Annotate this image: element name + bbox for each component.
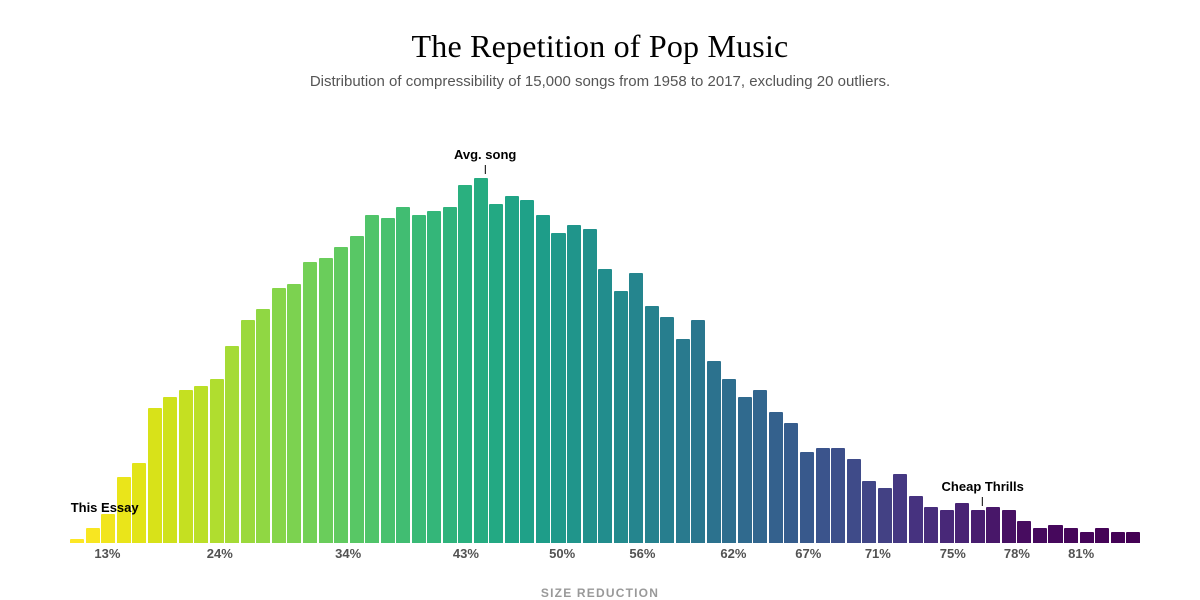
histogram-bar (241, 320, 255, 543)
histogram-bar (489, 204, 503, 543)
histogram-bar (567, 225, 581, 543)
histogram-bar (583, 229, 597, 543)
histogram-bar (691, 320, 705, 543)
histogram-bar (707, 361, 721, 544)
histogram-bar (893, 474, 907, 543)
x-tick: 75% (940, 546, 966, 561)
histogram-bar (412, 215, 426, 544)
x-tick: 78% (1004, 546, 1030, 561)
histogram-bar (1017, 521, 1031, 543)
histogram-bar (1048, 525, 1062, 543)
histogram-bar (148, 408, 162, 543)
annotation-tick (982, 497, 983, 506)
annotation-label: Cheap Thrills (942, 479, 1024, 494)
histogram-bar (474, 178, 488, 543)
x-axis-label: SIZE REDUCTION (0, 586, 1200, 600)
histogram-bar (629, 273, 643, 543)
x-tick: 24% (207, 546, 233, 561)
chart-area: This EssayAvg. songCheap Thrills (70, 178, 1140, 543)
histogram-bar (520, 200, 534, 543)
histogram-bar (396, 207, 410, 543)
annotation-cheap_thrills: Cheap Thrills (942, 479, 1024, 506)
histogram-bar (878, 488, 892, 543)
annotation-label: This Essay (71, 500, 139, 515)
histogram-bar (660, 317, 674, 543)
histogram-bar (831, 448, 845, 543)
histogram-bar (179, 390, 193, 543)
histogram-bar (287, 284, 301, 543)
histogram-bar (955, 503, 969, 543)
histogram-bar (505, 196, 519, 543)
histogram-bar (194, 386, 208, 543)
x-tick: 56% (629, 546, 655, 561)
histogram-bar (70, 539, 84, 543)
histogram-bar (971, 510, 985, 543)
histogram-bar (1033, 528, 1047, 543)
histogram-bar (427, 211, 441, 543)
chart-subtitle: Distribution of compressibility of 15,00… (0, 73, 1200, 90)
histogram-bar (598, 269, 612, 543)
histogram-bar (645, 306, 659, 543)
histogram-bar (443, 207, 457, 543)
histogram-bar (1064, 528, 1078, 543)
x-tick: 34% (335, 546, 361, 561)
x-tick: 67% (795, 546, 821, 561)
histogram-bar (210, 379, 224, 543)
histogram-bar (986, 507, 1000, 544)
annotation-tick (485, 165, 486, 174)
histogram-bar (1111, 532, 1125, 543)
x-tick: 43% (453, 546, 479, 561)
histogram-bar (225, 346, 239, 543)
histogram-bar (381, 218, 395, 543)
histogram-bar (163, 397, 177, 543)
annotation-avg_song: Avg. song (454, 147, 516, 174)
histogram-bar (676, 339, 690, 543)
histogram-bar (769, 412, 783, 543)
x-tick: 13% (94, 546, 120, 561)
histogram-bar (862, 481, 876, 543)
histogram-bar (303, 262, 317, 543)
histogram-bar (101, 514, 115, 543)
annotation-this_essay: This Essay (71, 500, 139, 515)
histogram-bar (319, 258, 333, 543)
histogram-bar (1002, 510, 1016, 543)
histogram-bar (86, 528, 100, 543)
histogram-bar (847, 459, 861, 543)
histogram-bar (1080, 532, 1094, 543)
annotation-label: Avg. song (454, 147, 516, 162)
chart-title: The Repetition of Pop Music (0, 28, 1200, 65)
histogram-bar (738, 397, 752, 543)
histogram-bar (909, 496, 923, 543)
histogram-bar (614, 291, 628, 543)
histogram-bar (1095, 528, 1109, 543)
histogram-bar (1126, 532, 1140, 543)
histogram-bar (800, 452, 814, 543)
x-tick: 81% (1068, 546, 1094, 561)
histogram-bar (784, 423, 798, 543)
histogram-bar (940, 510, 954, 543)
histogram-bar (272, 288, 286, 544)
histogram-bar (256, 309, 270, 543)
histogram-bar (536, 215, 550, 544)
histogram-bar (458, 185, 472, 543)
x-tick: 71% (865, 546, 891, 561)
x-tick: 50% (549, 546, 575, 561)
histogram-bar (816, 448, 830, 543)
x-axis: 13% 24% 34% 43% 50% 56% 62% 67% 71% 75% 78% 81% (70, 546, 1140, 566)
histogram-bar (924, 507, 938, 544)
histogram-bar (334, 247, 348, 543)
histogram-bar (722, 379, 736, 543)
histogram-bar (350, 236, 364, 543)
x-tick: 62% (720, 546, 746, 561)
histogram-bar (365, 215, 379, 544)
histogram-bar (551, 233, 565, 543)
histogram-bar (753, 390, 767, 543)
